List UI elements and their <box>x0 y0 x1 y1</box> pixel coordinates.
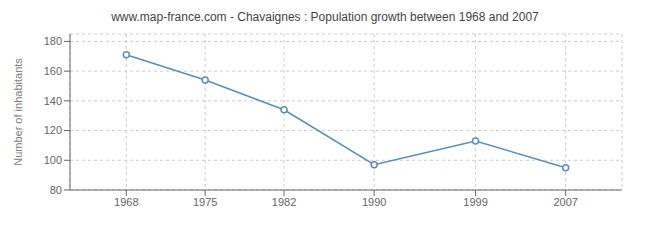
svg-text:140: 140 <box>44 95 62 107</box>
svg-text:1975: 1975 <box>193 196 217 208</box>
svg-text:1990: 1990 <box>362 196 386 208</box>
svg-text:160: 160 <box>44 65 62 77</box>
svg-text:1968: 1968 <box>114 196 138 208</box>
html-text:www.map-france.com - Chavaigne: www.map-france.com - Chavaignes : Popula… <box>111 10 539 24</box>
svg-text:Number of inhabitants: Number of inhabitants <box>12 58 24 166</box>
svg-text:1982: 1982 <box>272 196 296 208</box>
svg-text:80: 80 <box>50 184 62 196</box>
svg-text:2007: 2007 <box>553 196 577 208</box>
svg-text:120: 120 <box>44 124 62 136</box>
svg-text:180: 180 <box>44 35 62 47</box>
svg-text:100: 100 <box>44 154 62 166</box>
svg-text:1999: 1999 <box>463 196 487 208</box>
